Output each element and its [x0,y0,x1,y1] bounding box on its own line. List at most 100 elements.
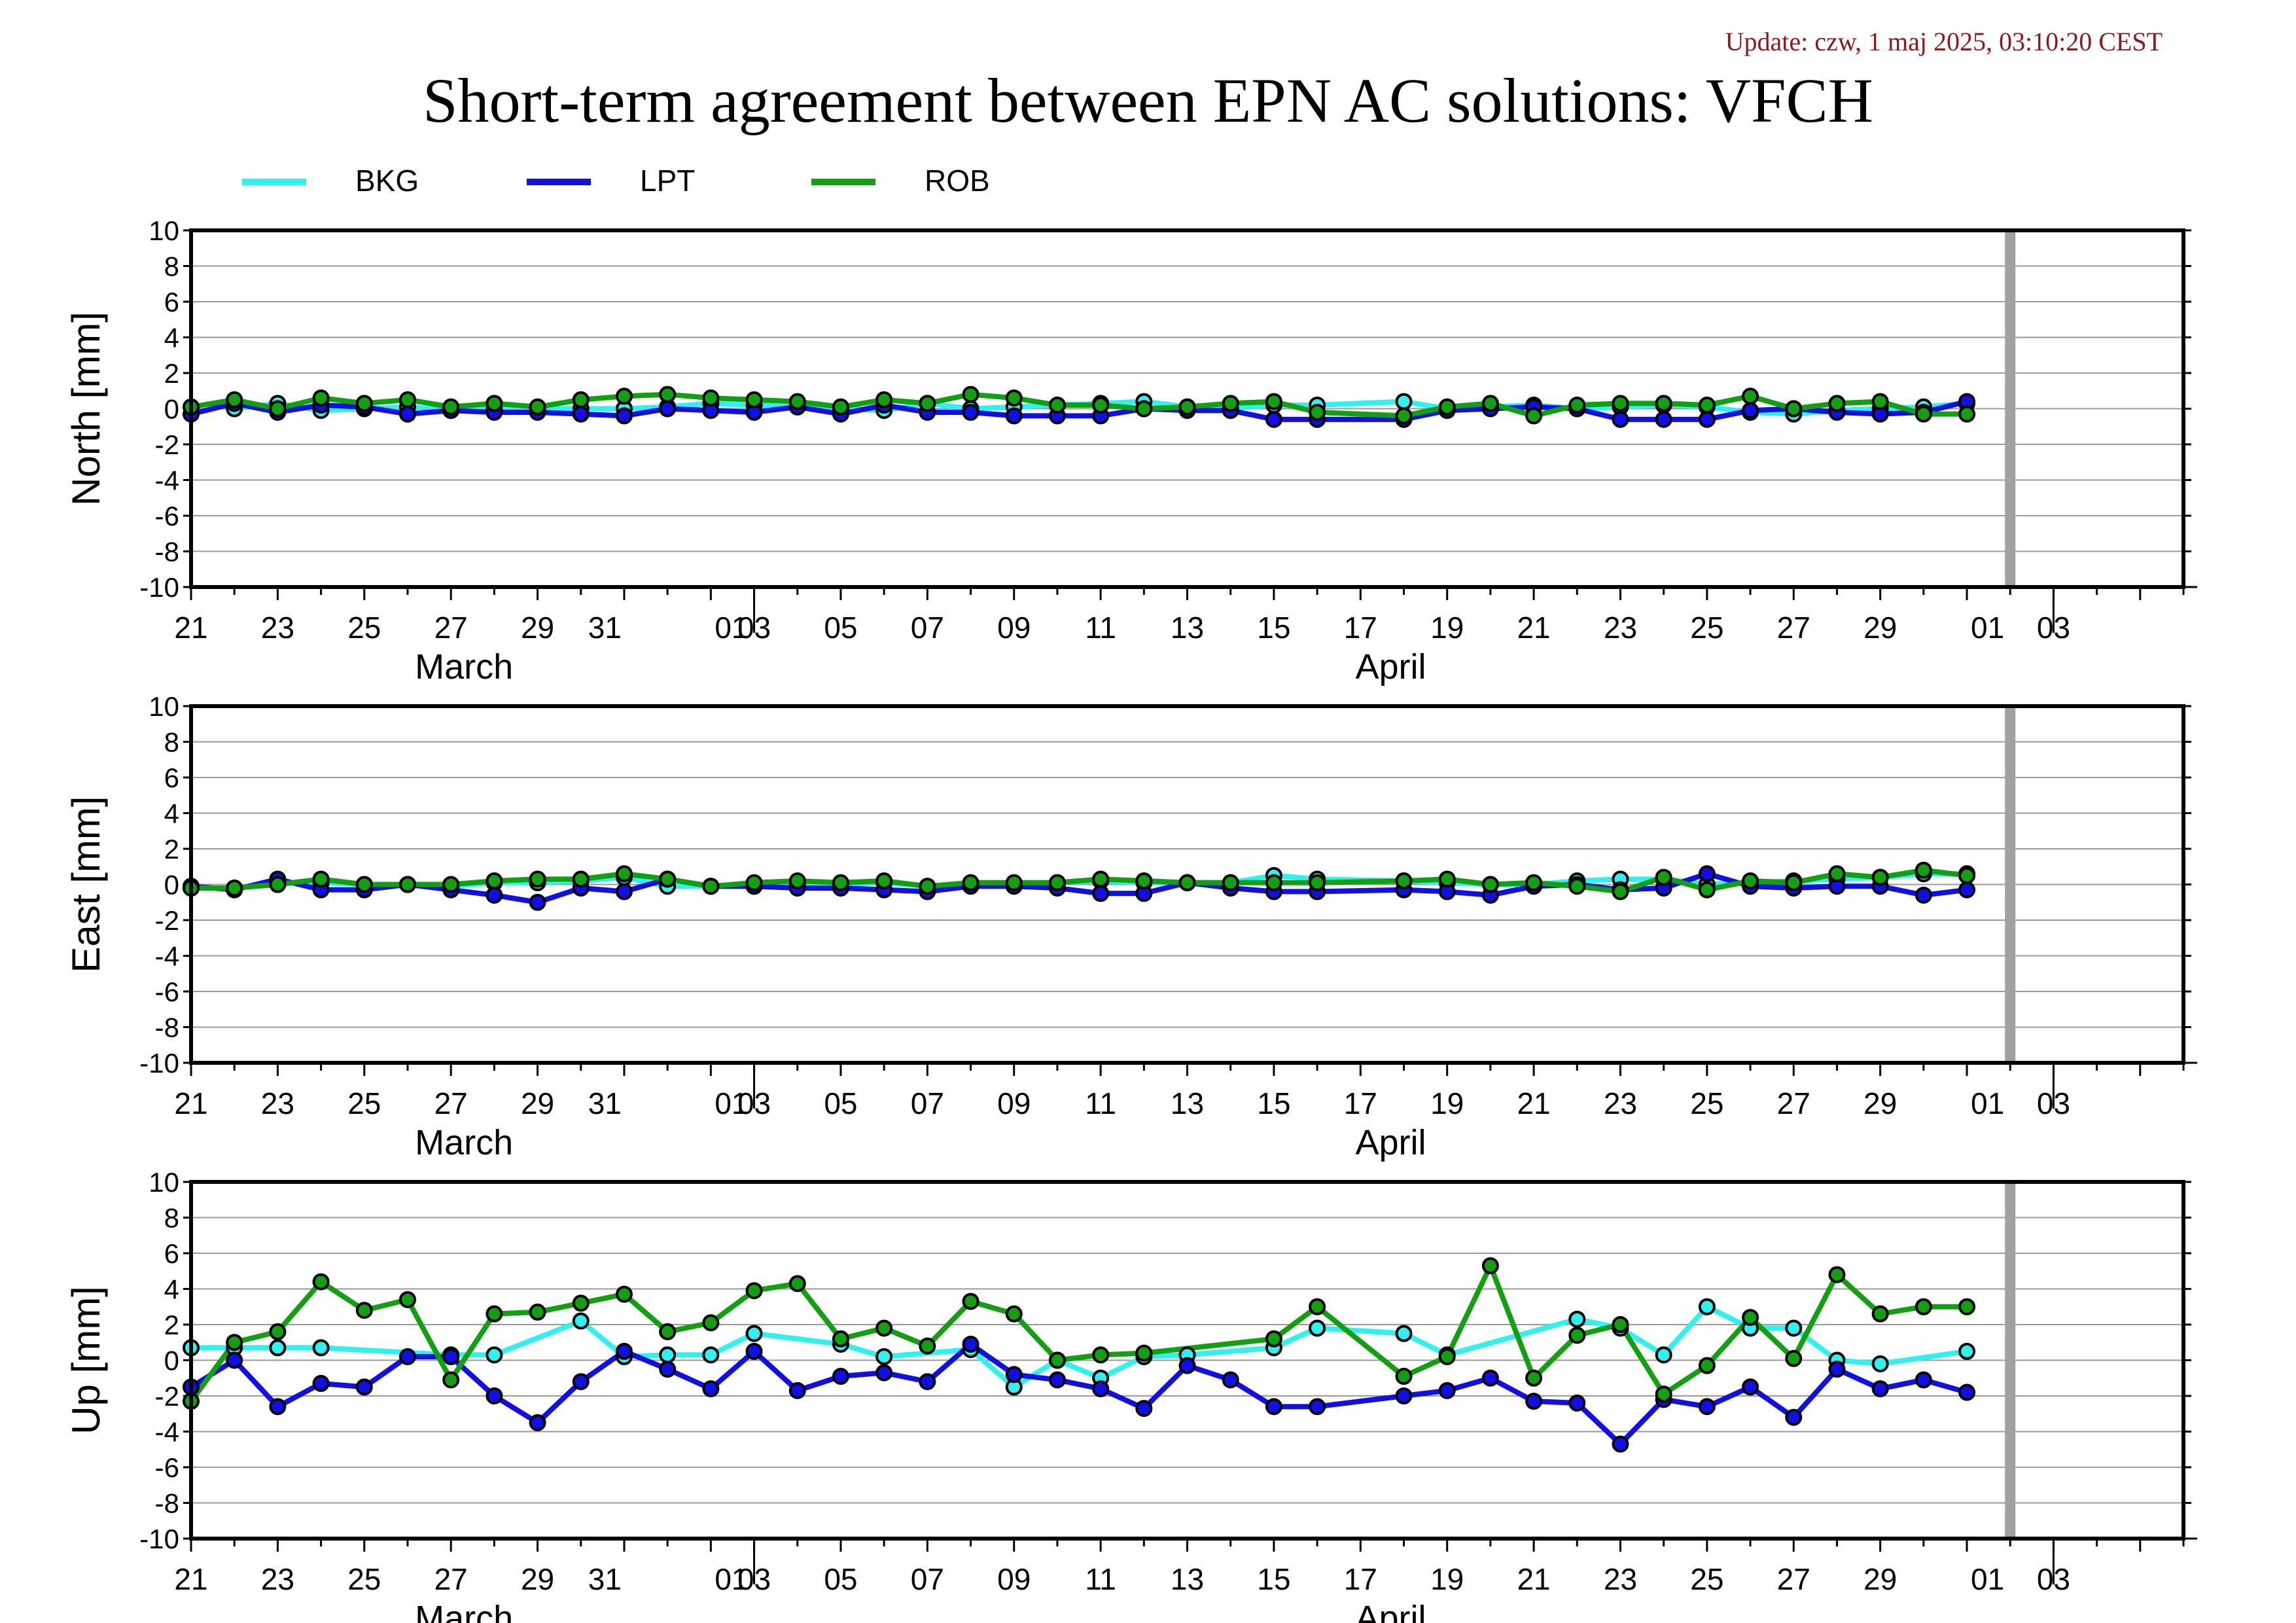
data-point-rob [1048,397,1066,414]
data-point-lpt [659,1361,677,1378]
data-point-rob [398,876,416,893]
data-point-lpt [1742,1378,1759,1396]
data-point-bkg [269,1339,287,1357]
x-tick-label: 29 [1863,611,1897,645]
data-point-rob [312,870,330,888]
month-label-april: April [1355,647,1426,687]
data-point-rob [1438,1348,1456,1366]
month-label-march: March [415,1123,513,1162]
x-tick-label: 15 [1257,1562,1290,1596]
data-point-rob [659,870,677,888]
data-point-rob [1395,1368,1413,1385]
data-point-bkg [1395,1325,1413,1342]
data-point-lpt [1481,1369,1499,1387]
data-point-lpt [875,1364,893,1382]
data-point-rob [1481,1257,1499,1275]
x-tick-label: 01 [1971,611,2004,645]
x-tick-label: 01 [715,611,748,645]
data-point-rob [1265,393,1282,410]
data-point-lpt [962,403,980,421]
data-point-rob [1135,400,1153,418]
data-point-lpt [442,1348,460,1366]
data-point-lpt [269,1398,287,1416]
data-gap-marker [2005,1182,2016,1539]
legend-label-bkg: BKG [355,164,419,198]
x-tick-label: 21 [1517,1086,1550,1120]
data-point-rob [832,1330,849,1347]
data-point-rob [788,393,806,410]
data-point-bkg [1785,1319,1803,1337]
x-tick-label: 01 [1971,1086,2004,1120]
x-tick-label: 07 [911,611,944,645]
data-point-rob [226,1334,243,1351]
data-point-rob [1525,874,1543,891]
y-tick-label: -4 [155,941,179,972]
data-point-rob [269,1323,287,1340]
data-point-bkg [745,1325,763,1342]
data-point-lpt [1525,1393,1543,1410]
data-point-rob [312,1273,330,1291]
data-point-lpt [312,1374,330,1392]
data-point-bkg [1655,1346,1672,1364]
data-point-bkg [1309,1319,1326,1337]
data-point-rob [659,1323,677,1340]
x-tick-label: 27 [1777,1562,1810,1596]
x-tick-label: 25 [347,611,381,645]
x-tick-label: 17 [1344,1562,1377,1596]
y-tick-label: -2 [155,905,179,936]
update-timestamp: Update: czw, 1 maj 2025, 03:10:20 CEST [1725,27,2163,56]
data-point-rob [1525,1369,1543,1387]
data-point-rob [1309,1298,1326,1315]
data-point-rob [572,1294,590,1312]
data-point-rob [529,1303,546,1321]
x-tick-label: 19 [1430,611,1464,645]
data-point-bkg [659,1346,677,1364]
data-point-rob [1135,872,1153,890]
data-point-rob [1265,874,1282,891]
x-tick-label: 17 [1344,611,1377,645]
data-point-rob [788,1275,806,1293]
x-tick-label: 15 [1257,1086,1290,1120]
y-tick-label: 0 [164,870,179,901]
data-point-lpt [745,1342,763,1360]
data-point-rob [1958,866,1976,884]
y-tick-label: -10 [139,572,179,603]
x-tick-label: 13 [1171,1562,1204,1596]
y-tick-label: 10 [149,215,179,246]
data-point-rob [1698,397,1716,414]
data-point-lpt [1222,1371,1239,1389]
x-tick-label: 09 [997,1562,1031,1596]
month-label-march: March [415,647,513,687]
data-point-lpt [1568,1394,1586,1412]
y-tick-label: 2 [164,834,179,865]
data-point-rob [1871,1305,1889,1323]
data-point-rob [442,1371,460,1389]
data-point-rob [1568,878,1586,895]
data-point-rob [1742,1309,1759,1327]
data-point-rob [1655,1385,1672,1403]
data-point-rob [226,391,243,408]
data-point-rob [962,1293,980,1310]
x-tick-label: 09 [997,1086,1031,1120]
data-point-rob [1481,876,1499,893]
data-point-rob [1005,1305,1023,1323]
x-tick-label: 31 [588,611,622,645]
x-tick-label: 01 [1971,1562,2004,1596]
data-point-rob [1395,407,1413,425]
y-tick-label: -6 [155,1452,179,1483]
data-point-rob [1048,874,1066,891]
data-point-rob [962,874,980,891]
data-point-lpt [1742,402,1759,419]
data-point-rob [1309,874,1326,891]
data-point-lpt [615,407,633,425]
data-point-rob [1092,1346,1110,1364]
y-tick-label: 0 [164,1346,179,1376]
data-point-rob [1005,389,1023,407]
data-point-lpt [1785,1408,1803,1426]
x-tick-label: 23 [261,611,294,645]
data-point-rob [1568,397,1586,414]
x-tick-label: 11 [1085,1562,1116,1596]
data-point-lpt [1871,1380,1889,1398]
data-point-rob [398,1291,416,1308]
